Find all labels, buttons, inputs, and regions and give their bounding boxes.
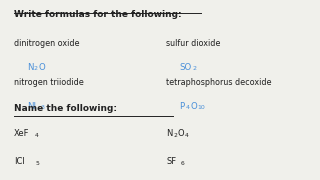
- Text: SO: SO: [179, 63, 191, 72]
- Text: ICl: ICl: [14, 157, 25, 166]
- Text: 2: 2: [193, 66, 197, 71]
- Text: 10: 10: [197, 105, 205, 110]
- Text: O: O: [178, 129, 184, 138]
- Text: 2: 2: [173, 132, 177, 138]
- Text: nitrogen triiodide: nitrogen triiodide: [14, 78, 84, 87]
- Text: Name the following:: Name the following:: [14, 104, 117, 113]
- Text: O: O: [38, 63, 45, 72]
- Text: 4: 4: [186, 105, 190, 110]
- Text: O: O: [190, 102, 197, 111]
- Text: NI: NI: [27, 102, 36, 111]
- Text: 4: 4: [185, 132, 188, 138]
- Text: P: P: [179, 102, 184, 111]
- Text: 5: 5: [35, 161, 39, 166]
- Text: 3: 3: [41, 105, 45, 110]
- Text: SF: SF: [166, 157, 176, 166]
- Text: XeF: XeF: [14, 129, 29, 138]
- Text: N: N: [166, 129, 173, 138]
- Text: Write formulas for the following:: Write formulas for the following:: [14, 10, 182, 19]
- Text: 4: 4: [35, 132, 39, 138]
- Text: sulfur dioxide: sulfur dioxide: [166, 39, 221, 48]
- Text: dinitrogen oxide: dinitrogen oxide: [14, 39, 80, 48]
- Text: 2: 2: [34, 66, 38, 71]
- Text: 6: 6: [180, 161, 184, 166]
- Text: tetraphosphorus decoxide: tetraphosphorus decoxide: [166, 78, 272, 87]
- Text: N: N: [27, 63, 33, 72]
